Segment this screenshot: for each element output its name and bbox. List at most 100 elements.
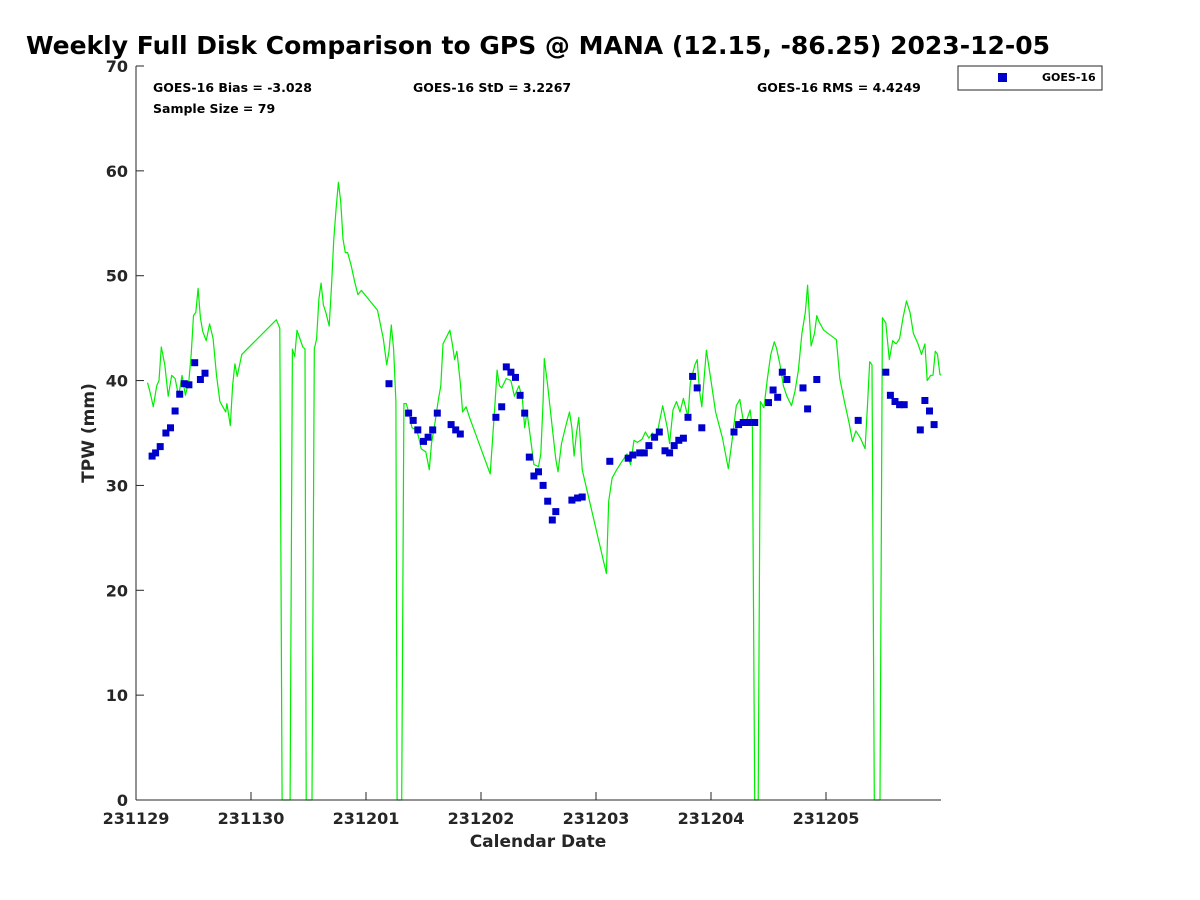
goes16-point: [886, 391, 894, 399]
goes16-point: [774, 393, 782, 401]
goes16-point: [640, 449, 648, 457]
goes16-point: [447, 421, 455, 429]
std-stat: GOES-16 StD = 3.2267: [413, 80, 571, 95]
goes16-point: [180, 380, 188, 388]
goes16-point: [552, 508, 560, 516]
goes16-point: [162, 429, 170, 437]
goes16-point: [171, 407, 179, 415]
goes16-point: [739, 419, 747, 426]
x-ticks: 231129 231130 231201 231202 231203 231204 2312…: [103, 792, 860, 828]
goes16-point: [433, 409, 441, 417]
goes16-point: [167, 424, 174, 432]
x-tick-label: 231204: [678, 809, 745, 828]
goes16-point: [429, 426, 437, 434]
goes16-point: [385, 380, 393, 388]
x-tick-label: 231201: [333, 809, 400, 828]
goes16-point: [769, 386, 777, 394]
goes16-point: [916, 426, 924, 434]
legend-label: GOES-16: [1042, 71, 1096, 84]
goes16-point: [804, 405, 812, 413]
bias-stat: GOES-16 Bias = -3.028: [153, 80, 312, 95]
goes16-point: [405, 409, 413, 417]
goes16-point-series: [148, 359, 938, 524]
y-ticks: 0 10 20 30 40 50 60 70: [106, 57, 144, 810]
goes16-point: [498, 403, 506, 411]
goes16-point: [645, 442, 653, 450]
legend: GOES-16: [957, 65, 1103, 91]
goes16-point: [698, 424, 706, 432]
goes16-point: [196, 376, 204, 383]
goes16-point: [689, 372, 697, 380]
goes16-point: [666, 449, 674, 457]
goes16-point: [655, 428, 663, 436]
goes16-point: [926, 407, 933, 415]
y-tick-label: 60: [106, 162, 128, 181]
goes16-point: [525, 453, 533, 461]
y-tick-label: 70: [106, 57, 128, 76]
x-tick-label: 231202: [448, 809, 515, 828]
goes16-point: [930, 421, 938, 429]
goes16-point: [530, 472, 538, 480]
goes16-point: [813, 376, 821, 383]
y-tick-label: 40: [106, 372, 128, 391]
goes16-point: [629, 451, 637, 459]
goes16-point: [783, 376, 791, 383]
goes16-point: [201, 369, 209, 377]
goes16-point: [578, 493, 586, 501]
goes16-point: [568, 496, 576, 504]
x-axis-label: Calendar Date: [470, 832, 607, 852]
goes16-point: [684, 413, 692, 421]
goes16-point: [185, 381, 193, 389]
goes16-point: [409, 416, 417, 424]
goes16-point: [548, 516, 556, 524]
goes16-point: [675, 436, 683, 444]
y-tick-label: 50: [106, 267, 128, 286]
goes16-point: [574, 494, 582, 502]
x-tick-label: 231129: [103, 809, 170, 828]
y-axis-label: TPW (mm): [79, 383, 99, 483]
goes16-point: [799, 384, 807, 392]
legend-box: [957, 65, 1103, 91]
goes16-point: [456, 430, 464, 438]
gps-line-series: [146, 181, 942, 801]
goes16-point: [896, 401, 904, 409]
goes16-point: [521, 409, 529, 417]
goes16-point: [751, 419, 759, 426]
goes16-point: [651, 433, 659, 441]
sample-size-stat: Sample Size = 79: [153, 101, 275, 116]
y-tick-label: 10: [106, 686, 128, 705]
goes16-point: [854, 416, 862, 424]
x-tick-label: 231205: [793, 809, 860, 828]
goes16-point: [636, 449, 644, 457]
goes16-point: [882, 368, 890, 376]
goes16-point: [420, 437, 427, 445]
goes16-point: [156, 443, 164, 451]
y-tick-label: 0: [117, 791, 128, 810]
goes16-point: [624, 454, 632, 462]
goes16-point: [891, 398, 899, 405]
goes16-point: [735, 421, 743, 429]
goes16-point: [765, 399, 772, 407]
goes16-point: [176, 390, 184, 398]
goes16-point: [502, 363, 510, 371]
goes16-point: [670, 442, 678, 450]
plot-area: [136, 66, 941, 800]
goes16-point: [414, 426, 422, 434]
goes16-point: [191, 359, 199, 367]
gps-line: [146, 181, 942, 801]
goes16-point: [778, 368, 786, 376]
goes16-point: [539, 481, 547, 489]
goes16-point: [679, 434, 687, 442]
rms-stat: GOES-16 RMS = 4.4249: [757, 80, 921, 95]
goes16-point: [452, 426, 460, 434]
goes16-point: [900, 401, 908, 409]
goes16-point: [661, 447, 669, 455]
legend-marker: [998, 73, 1007, 82]
goes16-point: [730, 428, 738, 436]
goes16-point: [744, 419, 752, 426]
goes16-point: [512, 373, 519, 381]
goes16-point: [424, 433, 432, 441]
x-tick-label: 231203: [563, 809, 630, 828]
goes16-point: [606, 457, 614, 465]
